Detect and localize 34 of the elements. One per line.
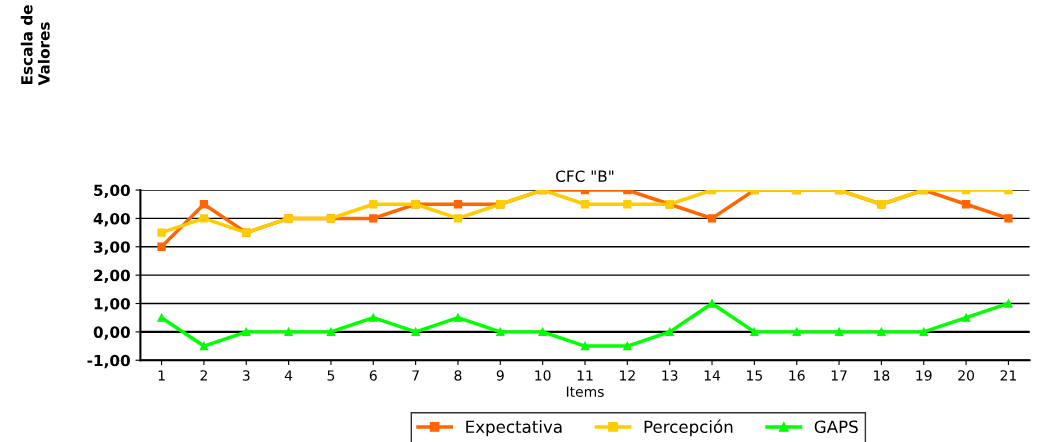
- x-tick-label: 15: [747, 370, 762, 381]
- y-tick-label: 2,00: [94, 269, 130, 284]
- text: Escala de Valores: [20, 5, 50, 86]
- x-tick-label: 19: [916, 370, 932, 381]
- x-tick-label: 2: [200, 370, 207, 381]
- x-tick-label: 14: [704, 370, 721, 381]
- legend-label: Expectativa: [466, 420, 562, 437]
- x-tick-label: 21: [1000, 370, 1016, 381]
- x-tick-label: 13: [662, 370, 678, 381]
- chart-title: CFC "B": [556, 170, 614, 182]
- y-tick-label: -1,00: [87, 354, 130, 369]
- legend-label: Percepción: [644, 419, 733, 437]
- x-tick-label: 7: [412, 370, 419, 381]
- x-tick-label: 1: [158, 370, 165, 381]
- x-tick-label: 3: [242, 370, 250, 381]
- x-tick-label: 12: [620, 370, 635, 381]
- x-tick-label: 5: [327, 370, 335, 381]
- x-tick-label: 4: [284, 370, 293, 381]
- x-tick-label: 8: [454, 370, 462, 381]
- x-tick-label: 10: [535, 370, 551, 381]
- x-tick-label: 9: [496, 370, 504, 381]
- y-tick-label: 0,00: [93, 326, 130, 340]
- x-axis-title: Items: [566, 386, 604, 397]
- legend-label: GAPS: [814, 420, 858, 434]
- y-tick-label: 4,00: [93, 212, 130, 227]
- x-tick-label: 6: [369, 370, 377, 381]
- y-tick-label: 1,00: [94, 297, 130, 312]
- x-tick-label: 11: [577, 370, 593, 381]
- x-tick-label: 17: [831, 370, 847, 381]
- y-tick-label: 5,00: [94, 184, 130, 199]
- x-tick-label: 20: [958, 370, 974, 381]
- x-tick-label: 16: [789, 370, 805, 381]
- y-tick-label: 3,00: [94, 241, 130, 255]
- x-tick-label: 18: [874, 370, 890, 381]
